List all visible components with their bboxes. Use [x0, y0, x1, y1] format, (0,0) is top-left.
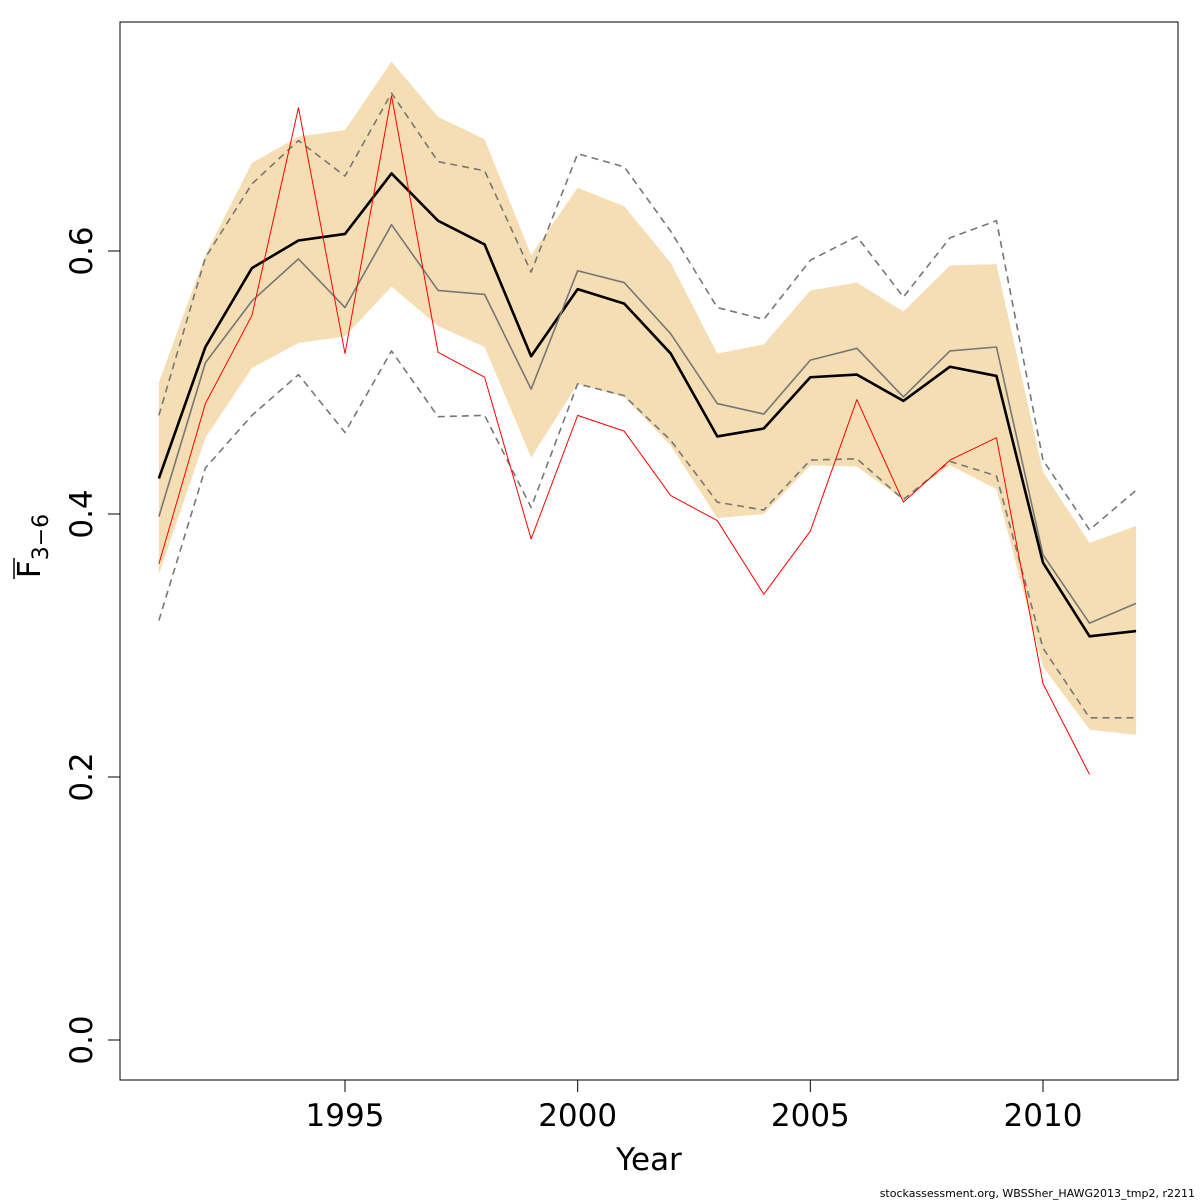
y-tick-label: 0.0: [64, 1015, 100, 1064]
series-line-5: [158, 95, 1090, 775]
footer-caption: stockassessment.org, WBSSher_HAWG2013_tm…: [880, 1187, 1195, 1200]
x-tick-label: 2010: [1004, 1098, 1083, 1134]
series-line-3: [158, 92, 1137, 531]
confidence-band: [158, 61, 1137, 735]
x-axis-title: Year: [615, 1142, 682, 1178]
y-axis-title-subscript: 3−6: [29, 514, 54, 560]
y-tick-label: 0.2: [64, 752, 100, 801]
confidence-band-layer: [158, 61, 1137, 735]
y-axis-title: F3−6: [12, 514, 54, 579]
x-tick-label: 1995: [306, 1098, 385, 1134]
x-tick-label: 2000: [538, 1098, 617, 1134]
plot-frame: [119, 21, 1179, 1081]
x-axis: 1995 2000 2005 2010: [306, 1080, 1083, 1134]
y-axis-title-main: F: [12, 560, 48, 578]
svg-text:F3−6: F3−6: [12, 514, 54, 578]
series-line-2: [158, 223, 1137, 624]
y-tick-label: 0.6: [64, 226, 100, 275]
x-tick-label: 2005: [771, 1098, 850, 1134]
y-tick-label: 0.4: [64, 489, 100, 538]
series-layer: [157, 92, 1137, 775]
series-line-1: [157, 172, 1137, 638]
series-line-4: [158, 350, 1137, 719]
y-axis: 0.0 0.2 0.4 0.6: [64, 226, 120, 1065]
